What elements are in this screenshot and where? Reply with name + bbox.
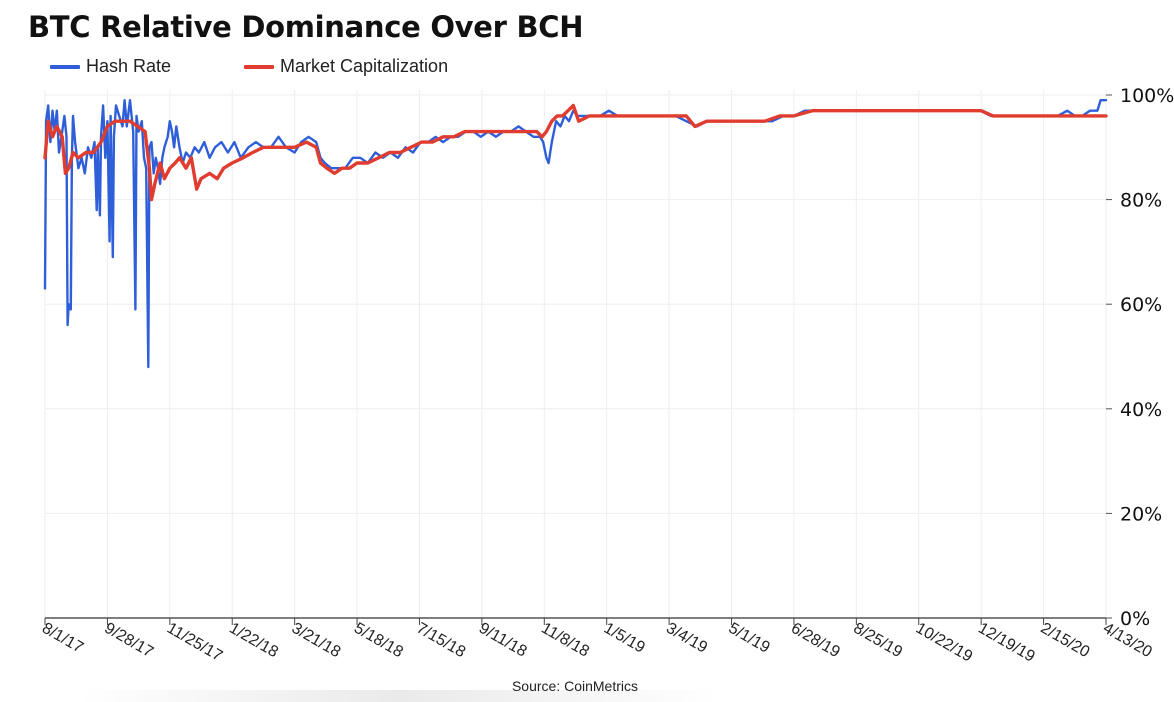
x-tick-label: 8/25/19 <box>850 620 905 661</box>
x-tick-label: 12/19/19 <box>975 620 1038 666</box>
bottom-shadow <box>80 690 720 702</box>
x-tick-label: 6/28/19 <box>788 620 843 661</box>
series-lines <box>43 99 1108 369</box>
x-tick-label: 9/11/18 <box>476 620 530 661</box>
x-tick-label: 3/4/19 <box>663 620 710 657</box>
legend-label-hash-rate: Hash Rate <box>86 56 172 76</box>
x-tick-label: 5/18/18 <box>351 620 406 661</box>
legend-swatch-market-cap <box>244 65 274 69</box>
x-tick-label: 3/21/18 <box>289 620 344 661</box>
x-tick-label: 1/5/19 <box>601 620 648 657</box>
x-tick-label: 8/1/17 <box>39 620 86 657</box>
y-tick-label: 60% <box>1120 294 1162 316</box>
x-tick-label: 1/22/18 <box>226 620 281 661</box>
series-line-market-cap <box>43 103 1108 202</box>
x-tick-label: 2/15/20 <box>1038 620 1093 661</box>
legend-label-market-cap: Market Capitalization <box>280 56 449 76</box>
chart-title: BTC Relative Dominance Over BCH <box>28 10 584 44</box>
x-tick-label: 7/15/18 <box>413 620 468 661</box>
x-tick-label: 5/1/19 <box>726 620 773 657</box>
y-tick-label: 20% <box>1120 503 1162 525</box>
x-axis: 8/1/17 9/28/17 11/25/17 1/22/18 3/21/18 5/18/… <box>39 618 1155 666</box>
x-tick-label: 11/25/17 <box>164 620 225 665</box>
x-tick-label: 10/22/19 <box>913 620 976 666</box>
legend-swatch-hash-rate <box>50 65 80 69</box>
x-tick-label: 11/8/18 <box>538 620 592 661</box>
y-tick-label: 100% <box>1120 85 1174 107</box>
source-note: Source: CoinMetrics <box>511 678 639 694</box>
grid-lines <box>44 90 1107 619</box>
y-tick-label: 0% <box>1120 608 1150 630</box>
x-tick-label: 9/28/17 <box>101 620 156 661</box>
series-line-hash-rate <box>43 99 1108 369</box>
y-axis: 0% 20% 40% 60% 80% 100% <box>1106 85 1174 630</box>
y-tick-label: 80% <box>1120 190 1162 212</box>
y-tick-label: 40% <box>1120 399 1162 421</box>
